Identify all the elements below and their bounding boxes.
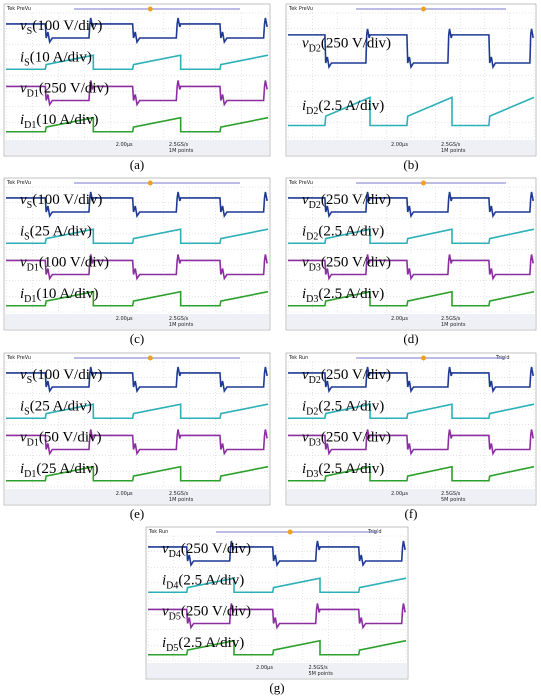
label-scale: (2.5 A/div) [178, 635, 244, 651]
label-subscript: D2 [309, 43, 321, 54]
label-scale: (100 V/div) [32, 18, 102, 34]
label-scale: (250 V/div) [321, 192, 391, 208]
scope-panel: Tek PreVuvS(100 V/div)iS(25 A/div)vD1(10… [4, 178, 270, 346]
record-length: 1M points [169, 148, 194, 154]
scope-footer [287, 140, 535, 155]
caption: (c) [130, 331, 144, 346]
label-scale: (25 A/div) [30, 398, 92, 414]
label-scale: (250 V/div) [321, 255, 391, 271]
label-scale: (250 V/div) [321, 430, 391, 446]
caption: (g) [269, 680, 284, 695]
trigger-marker [288, 530, 293, 535]
scope-header: Tek Run [288, 355, 308, 361]
label-scale: (2.5 A/div) [318, 286, 384, 302]
scope-footer [5, 314, 269, 329]
trigger-marker [421, 356, 426, 361]
timebase: 2.00μs [391, 491, 408, 497]
label-subscript: D2 [306, 231, 318, 242]
caption: (d) [403, 331, 418, 346]
record-length: 1M points [441, 148, 466, 154]
scope-footer [287, 314, 535, 329]
label-subscript: D1 [24, 120, 36, 131]
scope-panel: Tek PreVuvD2(250 V/div)iD2(2.5 A/div)2.0… [286, 4, 536, 172]
record-length: 1M points [169, 497, 194, 503]
label-scale: (2.5 A/div) [318, 461, 384, 477]
label-subscript: D3 [306, 469, 318, 480]
scope-footer [5, 489, 269, 504]
scope-footer [5, 140, 269, 155]
label-subscript: D5 [169, 612, 181, 623]
scope-panel: Tek RunTrig'dvD4(250 V/div)iD4(2.5 A/div… [146, 527, 408, 695]
label-subscript: D1 [27, 89, 39, 100]
trigger-marker [148, 181, 153, 186]
scope-header: Tek Run [148, 529, 168, 535]
label-subscript: D1 [24, 294, 36, 305]
label-subscript: D5 [166, 643, 178, 654]
timebase: 2.00μs [391, 142, 408, 148]
label-scale: (250 V/div) [321, 35, 391, 51]
label-scale: (10 A/div) [36, 286, 98, 302]
timebase: 2.00μs [116, 142, 133, 148]
label-scale: (250 V/div) [181, 604, 251, 620]
label-subscript: D3 [309, 438, 321, 449]
label-scale: (100 V/div) [32, 367, 102, 383]
label-scale: (10 A/div) [30, 49, 92, 65]
label-scale: (2.5 A/div) [318, 98, 384, 114]
timebase: 2.00μs [256, 665, 273, 671]
trigger-marker [421, 7, 426, 12]
caption: (a) [130, 157, 144, 172]
label-subscript: D2 [309, 375, 321, 386]
label-scale: (25 A/div) [36, 461, 98, 477]
scope-header: Tek PreVu [6, 355, 31, 361]
label-subscript: D4 [166, 580, 178, 591]
scope-header: Tek PreVu [6, 6, 31, 12]
label-subscript: D1 [27, 438, 39, 449]
label-subscript: D2 [309, 200, 321, 211]
label-scale: (250 V/div) [39, 81, 109, 97]
label-scale: (10 A/div) [36, 112, 98, 128]
trigger-marker [148, 7, 153, 12]
label-scale: (25 A/div) [30, 223, 92, 239]
scope-header: Tek PreVu [288, 180, 313, 186]
timebase: 2.00μs [116, 491, 133, 497]
label-subscript: D1 [27, 263, 39, 274]
scope-header: Tek PreVu [288, 6, 313, 12]
scope-header: Tek PreVu [6, 180, 31, 186]
scope-footer [147, 663, 407, 678]
label-scale: (50 V/div) [39, 430, 102, 446]
figure: Tek PreVuvS(100 V/div)iS(10 A/div)vD1(25… [0, 0, 541, 700]
timebase: 2.00μs [116, 316, 133, 322]
caption: (b) [403, 157, 418, 172]
label-subscript: D4 [169, 549, 181, 560]
label-scale: (2.5 A/div) [178, 572, 244, 588]
label-scale: (2.5 A/div) [318, 398, 384, 414]
label-scale: (2.5 A/div) [318, 223, 384, 239]
record-length: 5M points [441, 497, 466, 503]
label-scale: (100 V/div) [39, 255, 109, 271]
label-subscript: D3 [306, 294, 318, 305]
trigger-marker [148, 356, 153, 361]
record-length: 5M points [308, 671, 333, 677]
label-subscript: D1 [24, 469, 36, 480]
timebase: 2.00μs [391, 316, 408, 322]
label-scale: (100 V/div) [32, 192, 102, 208]
label-subscript: D2 [306, 406, 318, 417]
record-length: 1M points [169, 322, 194, 328]
record-length: 1M points [441, 322, 466, 328]
caption: (e) [130, 506, 144, 521]
scope-panel: Tek RunTrig'dvD2(250 V/div)iD2(2.5 A/div… [286, 353, 536, 521]
label-subscript: D3 [309, 263, 321, 274]
scope-panel: Tek PreVuvS(100 V/div)iS(25 A/div)vD1(50… [4, 353, 270, 521]
label-scale: (250 V/div) [181, 541, 251, 557]
caption: (f) [405, 506, 418, 521]
label-subscript: D2 [306, 106, 318, 117]
trigger-marker [421, 181, 426, 186]
scope-footer [287, 489, 535, 504]
label-scale: (250 V/div) [321, 367, 391, 383]
